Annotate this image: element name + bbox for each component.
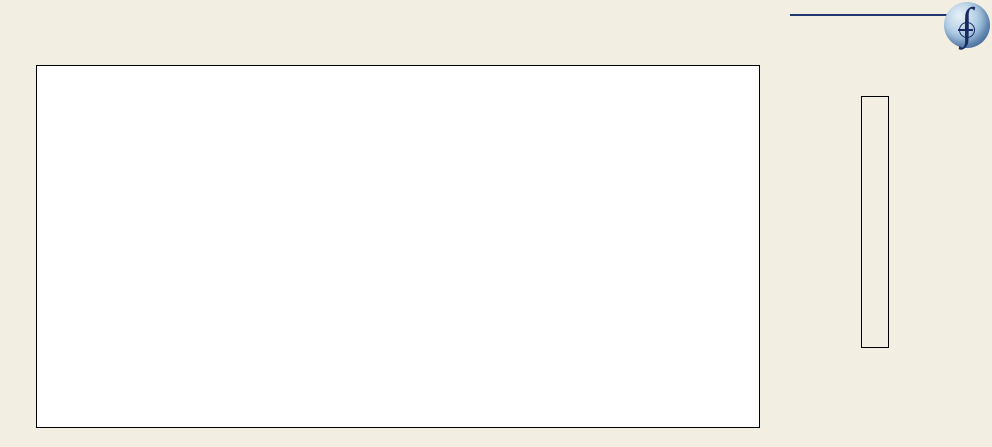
colorbar-gradient xyxy=(862,97,888,347)
remss-logo-name xyxy=(790,12,950,16)
crosshair-glyph xyxy=(958,21,975,38)
world-map-frame xyxy=(36,65,760,428)
remss-logo[interactable] xyxy=(790,12,950,19)
colorbar xyxy=(861,96,889,348)
remss-globe-icon: ∫ xyxy=(944,0,990,48)
world-map-canvas xyxy=(37,66,757,426)
